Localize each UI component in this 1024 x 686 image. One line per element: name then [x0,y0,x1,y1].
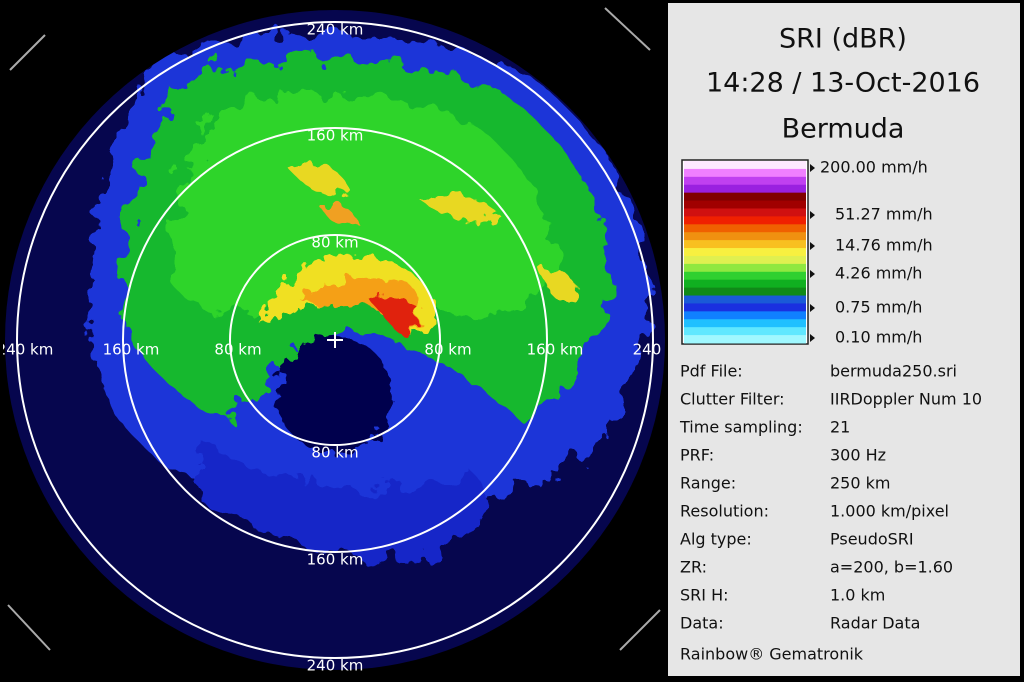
legend-tick [810,242,815,250]
legend-label: 0.75 mm/h [835,298,922,317]
info-value: a=200, b=1.60 [830,558,953,577]
info-key: Alg type: [680,530,752,549]
color-step [684,311,806,320]
color-step [684,176,806,186]
color-step [684,192,806,202]
info-value: 250 km [830,474,890,493]
ring-label: 240 km [0,341,53,359]
ring-label: 240 km [307,21,364,39]
info-key: Resolution: [680,502,769,521]
info-key: Pdf File: [680,362,743,381]
range-ring [122,127,548,553]
info-key: SRI H: [680,586,729,605]
ring-label: 80 km [424,341,471,359]
color-step [684,168,806,178]
color-step [684,319,806,328]
info-value: Radar Data [830,614,920,633]
color-step [684,161,806,170]
site-name: Bermuda [782,114,905,145]
ring-label: 160 km [307,551,364,569]
color-step [684,208,806,217]
color-step [684,224,806,233]
legend-tick [810,270,815,278]
color-scale [681,159,809,345]
ring-label: 160 km [527,341,584,359]
info-value: 300 Hz [830,446,886,465]
timestamp: 14:28 / 13-Oct-2016 [706,68,980,99]
range-ring [229,234,441,446]
product-title: SRI (dBR) [779,24,907,55]
legend-tick [810,304,815,312]
info-key: ZR: [680,558,707,577]
color-step [684,184,806,194]
info-key: Range: [680,474,736,493]
range-ring [16,21,654,659]
legend-tick [810,211,815,219]
ring-label: 160 km [307,127,364,145]
ring-label: 240 km [633,341,690,359]
color-step [684,287,806,297]
radar-panel: 80 km 80 km 80 km 80 km 160 km 160 km 160 km 16… [0,3,690,676]
info-value: 1.0 km [830,586,885,605]
ring-label: 80 km [311,444,358,462]
color-step [684,263,806,273]
footer: Rainbow® Gematronik [680,645,864,664]
color-step [684,327,806,336]
ring-label: 240 km [307,657,364,675]
info-value: IIRDoppler Num 10 [830,390,982,409]
color-step [684,271,806,281]
info-value: 21 [830,418,850,437]
ring-label: 80 km [214,341,261,359]
info-value: bermuda250.sri [830,362,957,381]
color-step [684,255,806,265]
color-step [684,295,806,304]
info-key: Time sampling: [679,418,803,437]
info-value: 1.000 km/pixel [830,502,949,521]
info-value: PseudoSRI [830,530,914,549]
legend-label: 14.76 mm/h [835,236,933,255]
color-step [684,248,806,257]
legend-tick [810,164,815,172]
info-key: Clutter Filter: [680,390,785,409]
color-step [684,279,806,289]
radar-site [327,332,343,348]
legend-label: 4.26 mm/h [835,264,922,283]
color-step [684,200,806,209]
color-step [684,240,806,249]
legend-label: 200.00 mm/h [820,158,928,177]
color-step [684,303,806,312]
info-key: PRF: [680,446,714,465]
legend-tick [810,334,815,342]
info-key: Data: [680,614,724,633]
color-step [684,335,806,344]
color-step [684,232,806,241]
color-step [684,216,806,225]
range-rings [16,21,654,659]
ring-label: 80 km [311,234,358,252]
legend-label: 0.10 mm/h [835,328,922,347]
ring-label: 160 km [103,341,160,359]
legend-label: 51.27 mm/h [835,205,933,224]
